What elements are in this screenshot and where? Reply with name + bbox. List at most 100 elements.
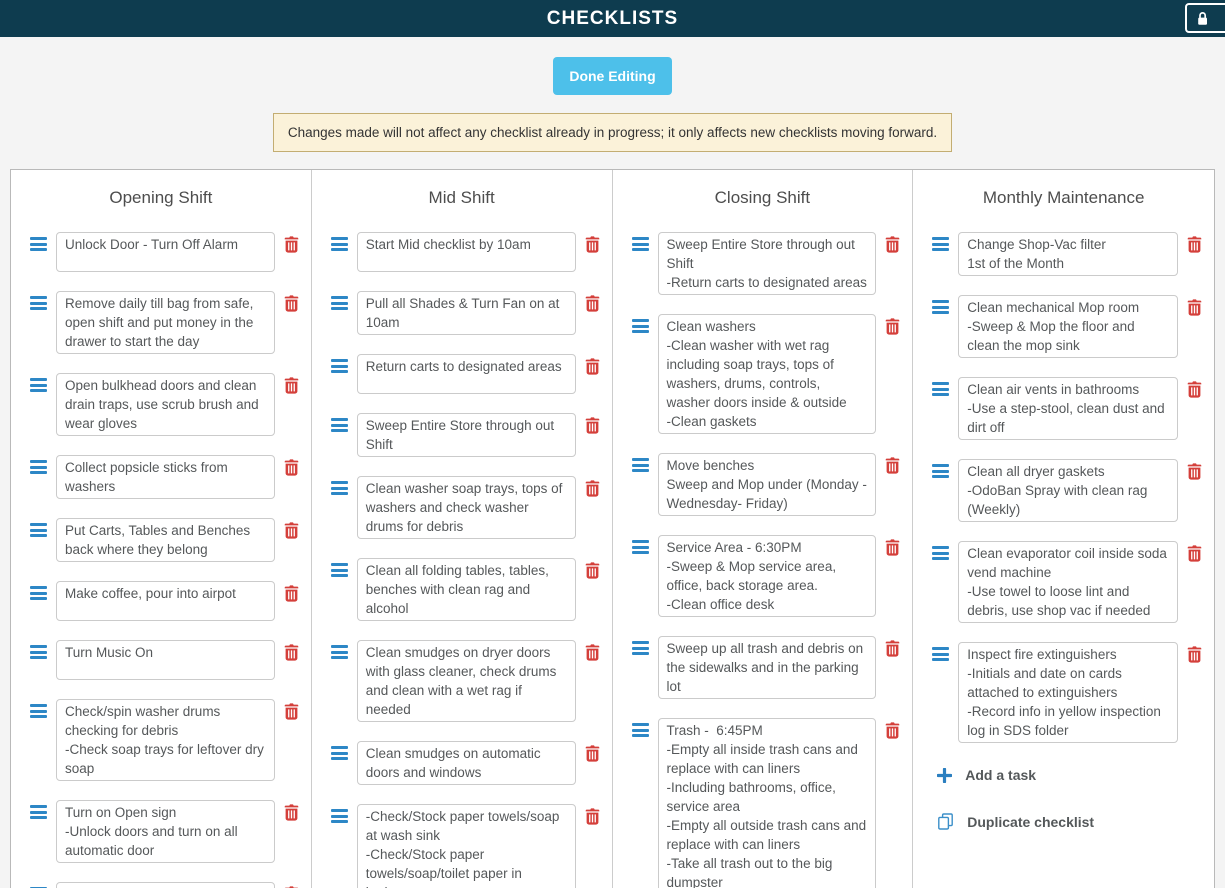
trash-icon[interactable] xyxy=(284,522,299,539)
task-input[interactable]: Trash - 6:45PM -Empty all inside trash c… xyxy=(657,718,877,888)
task-input[interactable]: Clean all folding tables, tables, benche… xyxy=(356,558,576,621)
task-input[interactable]: Clean all dryer gaskets -OdoBan Spray wi… xyxy=(958,459,1178,522)
drag-handle-icon[interactable] xyxy=(631,723,649,737)
drag-handle-icon[interactable] xyxy=(30,586,47,600)
drag-handle-icon[interactable] xyxy=(330,746,348,760)
task-input[interactable]: Unlock Door - Turn Off Alarm xyxy=(56,232,275,272)
drag-handle-icon[interactable] xyxy=(330,237,348,251)
drag-handle-icon[interactable] xyxy=(30,523,47,537)
trash-icon[interactable] xyxy=(585,808,600,825)
drag-handle-icon[interactable] xyxy=(330,296,348,310)
trash-icon[interactable] xyxy=(284,377,299,394)
trash-icon[interactable] xyxy=(284,295,299,312)
drag-handle-icon[interactable] xyxy=(330,418,348,432)
drag-handle-icon[interactable] xyxy=(932,546,950,560)
drag-handle-icon[interactable] xyxy=(30,805,47,819)
trash-icon[interactable] xyxy=(284,703,299,720)
task-input[interactable]: Sweep up all trash and debris on the sid… xyxy=(657,636,877,699)
task-input[interactable] xyxy=(56,882,275,888)
trash-icon[interactable] xyxy=(1187,545,1202,562)
task-input[interactable]: Remove daily till bag from safe, open sh… xyxy=(56,291,275,354)
done-editing-button[interactable]: Done Editing xyxy=(553,57,672,95)
trash-icon[interactable] xyxy=(585,295,600,312)
task-input[interactable]: Sweep Entire Store through out Shift -Re… xyxy=(657,232,877,295)
drag-handle-icon[interactable] xyxy=(932,300,950,314)
trash-icon[interactable] xyxy=(1187,646,1202,663)
task-input[interactable]: Open bulkhead doors and clean drain trap… xyxy=(56,373,275,436)
trash-icon[interactable] xyxy=(885,457,900,474)
task-input[interactable]: Check/spin washer drums checking for deb… xyxy=(56,699,275,781)
drag-handle-icon[interactable] xyxy=(330,809,348,823)
task-input[interactable]: Clean air vents in bathrooms -Use a step… xyxy=(958,377,1178,440)
drag-handle-icon[interactable] xyxy=(932,382,950,396)
drag-handle-icon[interactable] xyxy=(631,641,649,655)
add-task-button[interactable]: Add a task xyxy=(937,767,1202,783)
drag-handle-icon[interactable] xyxy=(30,645,47,659)
task-input[interactable]: -Check/Stock paper towels/soap at wash s… xyxy=(356,804,576,888)
lock-icon xyxy=(1198,11,1207,25)
task-input[interactable]: Sweep Entire Store through out Shift xyxy=(356,413,576,457)
trash-icon[interactable] xyxy=(585,480,600,497)
drag-handle-icon[interactable] xyxy=(631,319,649,333)
task-input[interactable]: Turn on Open sign -Unlock doors and turn… xyxy=(56,800,275,863)
task-input[interactable]: Clean smudges on automatic doors and win… xyxy=(356,741,576,785)
drag-handle-icon[interactable] xyxy=(30,237,47,251)
notice-banner: Changes made will not affect any checkli… xyxy=(272,113,953,152)
trash-icon[interactable] xyxy=(1187,381,1202,398)
trash-icon[interactable] xyxy=(284,236,299,253)
task-input[interactable]: Return carts to designated areas xyxy=(356,354,576,394)
trash-icon[interactable] xyxy=(885,318,900,335)
drag-handle-icon[interactable] xyxy=(932,237,950,251)
drag-handle-icon[interactable] xyxy=(330,645,348,659)
drag-handle-icon[interactable] xyxy=(30,378,47,392)
drag-handle-icon[interactable] xyxy=(30,460,47,474)
trash-icon[interactable] xyxy=(1187,299,1202,316)
lock-button[interactable] xyxy=(1185,3,1225,33)
drag-handle-icon[interactable] xyxy=(631,540,649,554)
trash-icon[interactable] xyxy=(585,644,600,661)
trash-icon[interactable] xyxy=(885,722,900,739)
trash-icon[interactable] xyxy=(585,358,600,375)
trash-icon[interactable] xyxy=(585,236,600,253)
duplicate-checklist-button[interactable]: Duplicate checklist xyxy=(937,813,1202,830)
trash-icon[interactable] xyxy=(885,539,900,556)
trash-icon[interactable] xyxy=(284,459,299,476)
trash-icon[interactable] xyxy=(284,804,299,821)
trash-icon[interactable] xyxy=(1187,236,1202,253)
task-input[interactable]: Make coffee, pour into airpot xyxy=(56,581,275,621)
task-list: Start Mid checklist by 10am Pull all Sha… xyxy=(312,232,612,888)
task-input[interactable]: Clean evaporator coil inside soda vend m… xyxy=(958,541,1178,623)
trash-icon[interactable] xyxy=(585,745,600,762)
drag-handle-icon[interactable] xyxy=(330,563,348,577)
drag-handle-icon[interactable] xyxy=(932,647,950,661)
trash-icon[interactable] xyxy=(284,585,299,602)
drag-handle-icon[interactable] xyxy=(631,458,649,472)
task-input[interactable]: Change Shop-Vac filter 1st of the Month xyxy=(958,232,1178,276)
task-input[interactable]: Pull all Shades & Turn Fan on at 10am xyxy=(356,291,576,335)
task-input[interactable]: Service Area - 6:30PM -Sweep & Mop servi… xyxy=(657,535,877,617)
task-input[interactable]: Inspect fire extinguishers -Initials and… xyxy=(958,642,1178,743)
task-input[interactable]: Clean washers -Clean washer with wet rag… xyxy=(657,314,877,434)
trash-icon[interactable] xyxy=(885,640,900,657)
drag-handle-icon[interactable] xyxy=(631,237,649,251)
task-input[interactable]: Clean mechanical Mop room -Sweep & Mop t… xyxy=(958,295,1178,358)
drag-handle-icon[interactable] xyxy=(330,481,348,495)
task-input[interactable]: Start Mid checklist by 10am xyxy=(356,232,576,272)
task-input[interactable]: Clean washer soap trays, tops of washers… xyxy=(356,476,576,539)
task-input[interactable]: Put Carts, Tables and Benches back where… xyxy=(56,518,275,562)
task-input[interactable]: Turn Music On xyxy=(56,640,275,680)
task-row: Sweep Entire Store through out Shift -Re… xyxy=(613,232,913,295)
drag-handle-icon[interactable] xyxy=(30,296,47,310)
trash-icon[interactable] xyxy=(585,562,600,579)
trash-icon[interactable] xyxy=(585,417,600,434)
task-row: Clean washers -Clean washer with wet rag… xyxy=(613,314,913,434)
drag-handle-icon[interactable] xyxy=(330,359,348,373)
task-input[interactable]: Move benches Sweep and Mop under (Monday… xyxy=(657,453,877,516)
trash-icon[interactable] xyxy=(1187,463,1202,480)
task-input[interactable]: Collect popsicle sticks from washers xyxy=(56,455,275,499)
drag-handle-icon[interactable] xyxy=(932,464,950,478)
task-input[interactable]: Clean smudges on dryer doors with glass … xyxy=(356,640,576,722)
drag-handle-icon[interactable] xyxy=(30,704,47,718)
trash-icon[interactable] xyxy=(885,236,900,253)
trash-icon[interactable] xyxy=(284,644,299,661)
